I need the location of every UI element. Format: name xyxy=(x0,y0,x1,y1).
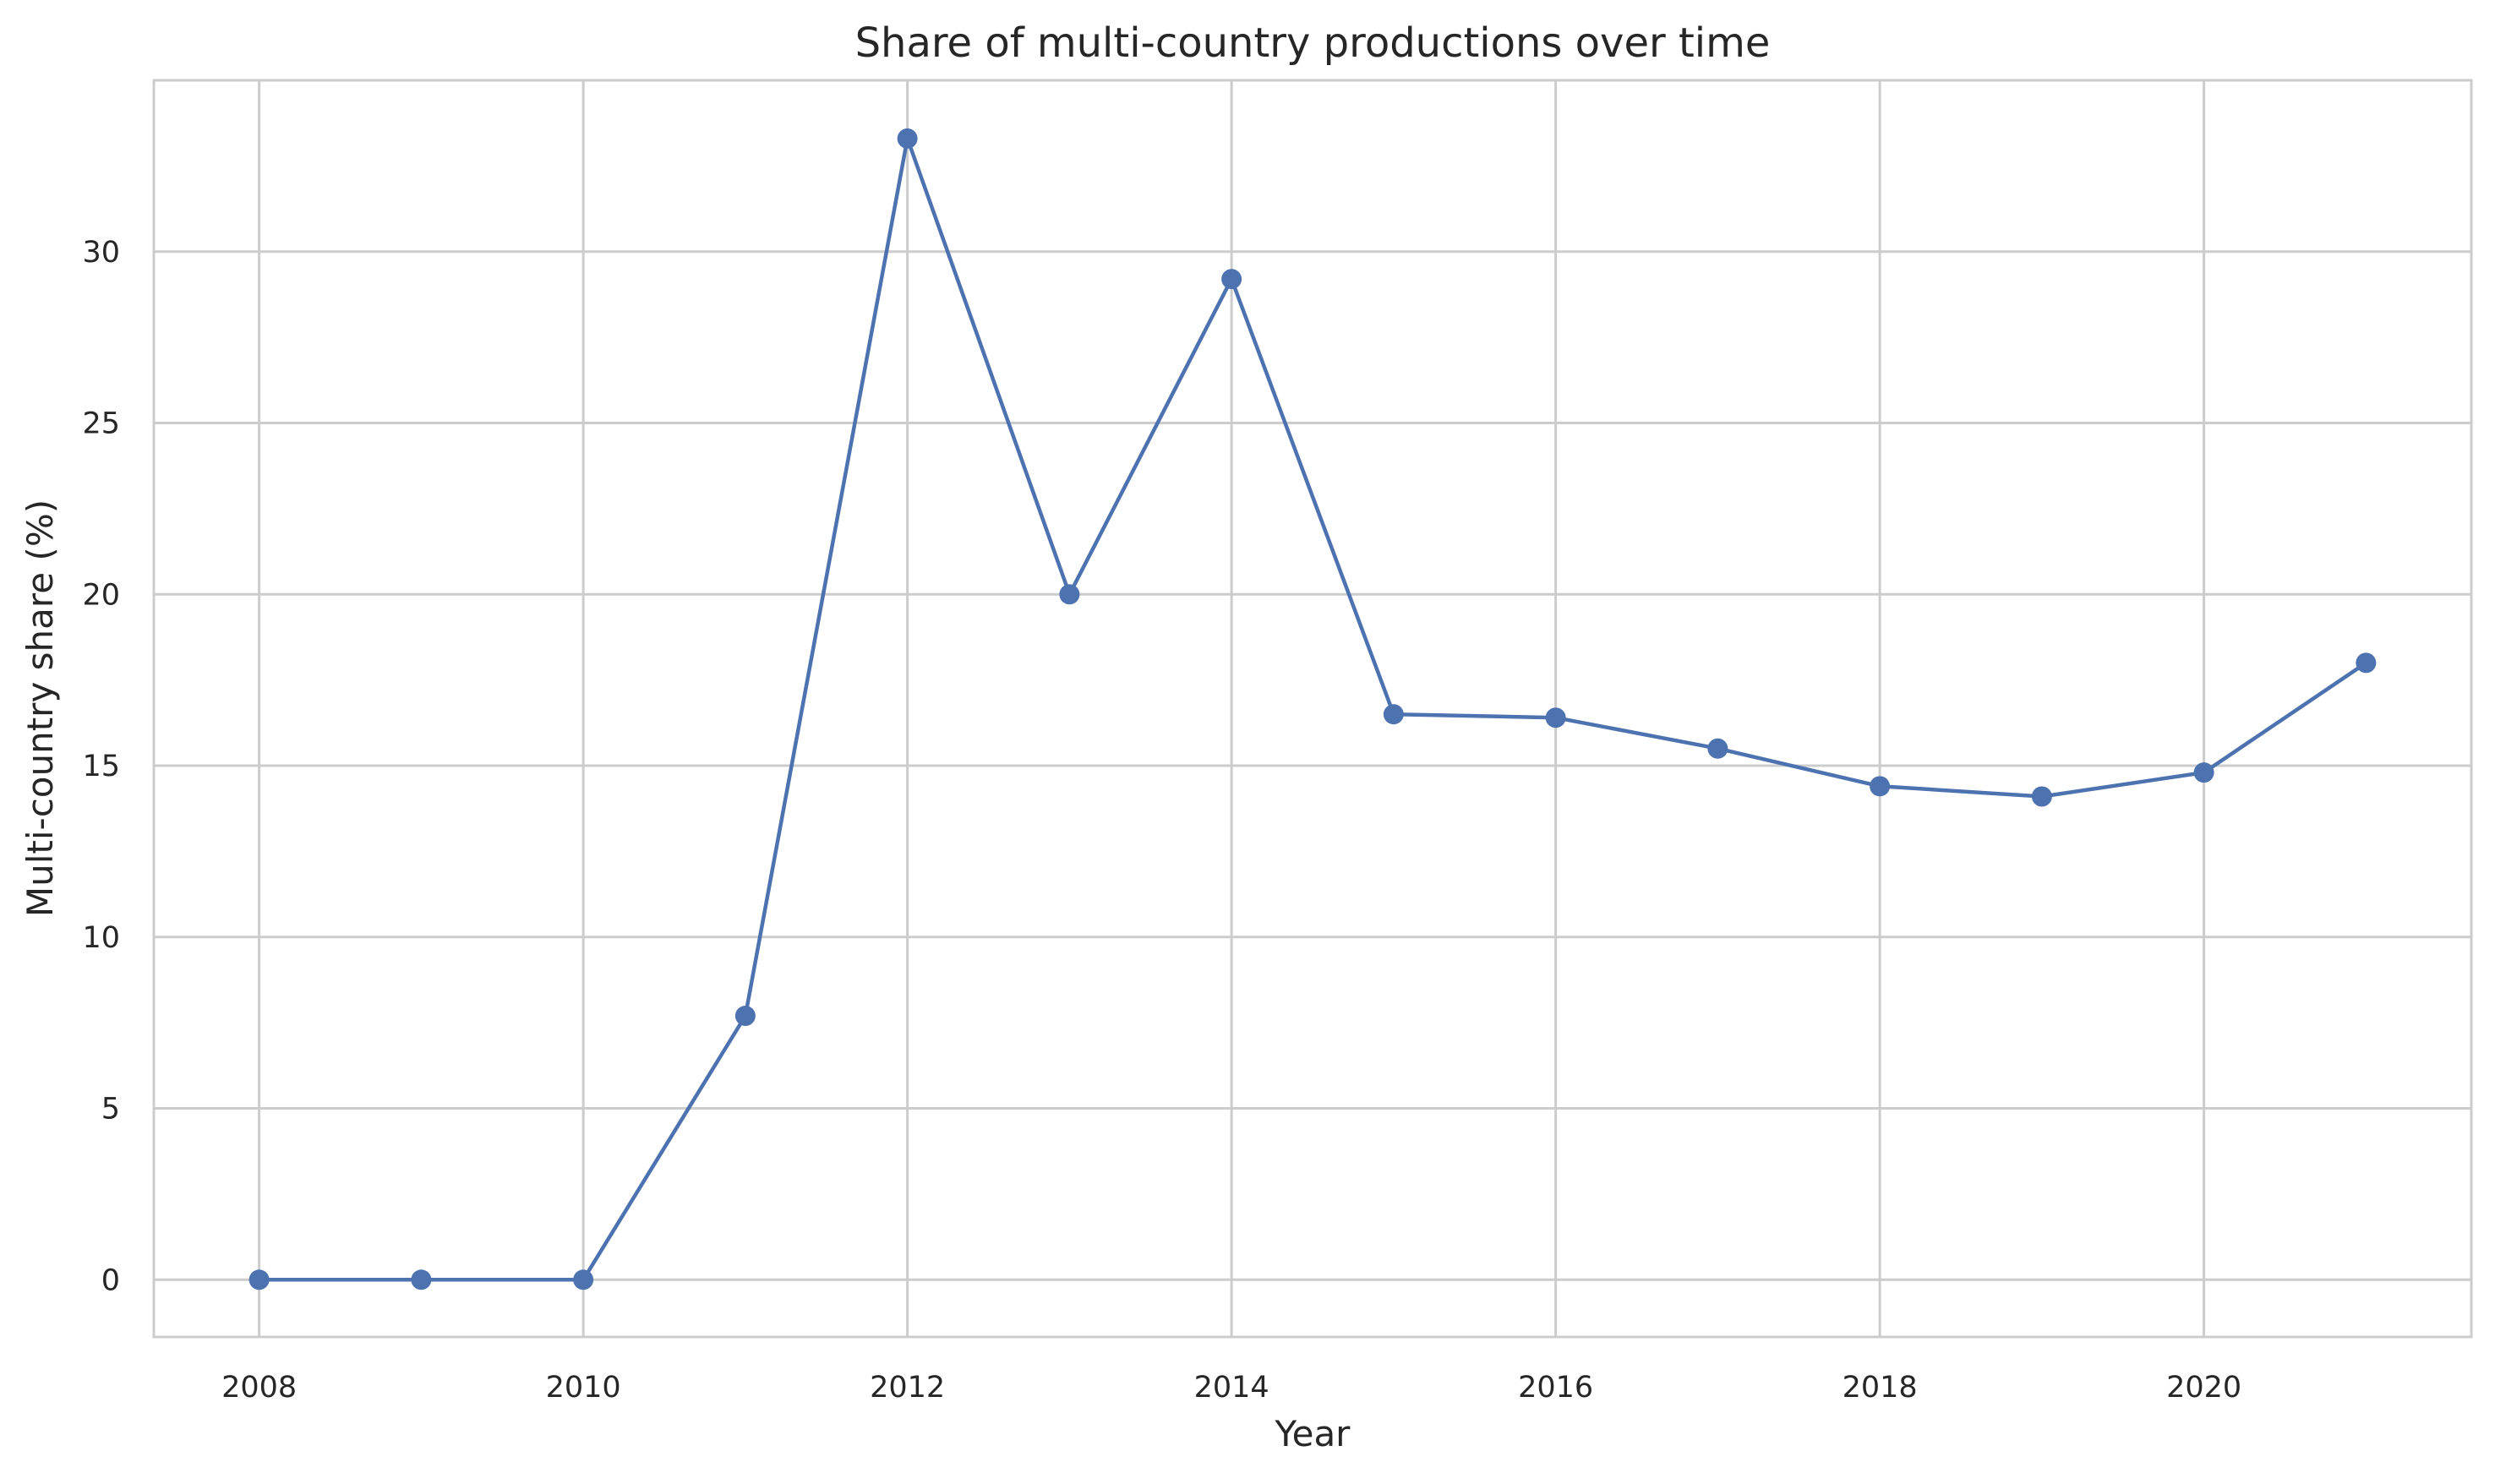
x-tick-label: 2020 xyxy=(2166,1371,2241,1405)
x-tick-label: 2018 xyxy=(1843,1371,1918,1405)
data-point xyxy=(1383,704,1404,725)
x-tick-label: 2014 xyxy=(1194,1371,1269,1405)
data-point xyxy=(734,1006,756,1027)
data-point xyxy=(897,128,918,149)
x-tick-label: 2010 xyxy=(546,1371,621,1405)
y-tick-label: 10 xyxy=(82,921,120,955)
data-point xyxy=(2193,762,2214,783)
y-tick-label: 0 xyxy=(101,1263,120,1297)
y-axis-ticks: 0 5 10 15 20 25 30 xyxy=(82,236,120,1298)
data-point xyxy=(1221,269,1242,290)
y-tick-label: 15 xyxy=(82,750,120,783)
y-tick-label: 5 xyxy=(101,1093,120,1127)
y-tick-label: 20 xyxy=(82,578,120,612)
data-point xyxy=(2356,652,2377,674)
series-line xyxy=(257,136,2368,1282)
y-axis-label: Multi-country share (%) xyxy=(19,499,61,917)
data-point xyxy=(2031,786,2052,807)
data-point xyxy=(1545,707,1566,728)
x-axis-ticks: 2008 2010 2012 2014 2016 2018 2020 xyxy=(221,1371,2241,1405)
x-axis-label: Year xyxy=(1275,1413,1351,1454)
x-tick-label: 2008 xyxy=(221,1371,297,1405)
data-point xyxy=(1870,776,1891,797)
y-tick-label: 25 xyxy=(82,407,120,441)
chart-title: Share of multi-country productions over … xyxy=(855,19,1771,67)
data-point xyxy=(1707,738,1728,759)
data-point xyxy=(573,1269,594,1290)
grid xyxy=(154,80,2471,1337)
x-tick-label: 2016 xyxy=(1518,1371,1593,1405)
y-tick-label: 30 xyxy=(82,236,120,270)
series-layer xyxy=(248,128,2377,1290)
data-point xyxy=(411,1269,432,1290)
x-tick-label: 2012 xyxy=(870,1371,945,1405)
data-point xyxy=(248,1269,270,1290)
data-point xyxy=(1059,584,1080,605)
plot-frame xyxy=(152,79,2473,1339)
